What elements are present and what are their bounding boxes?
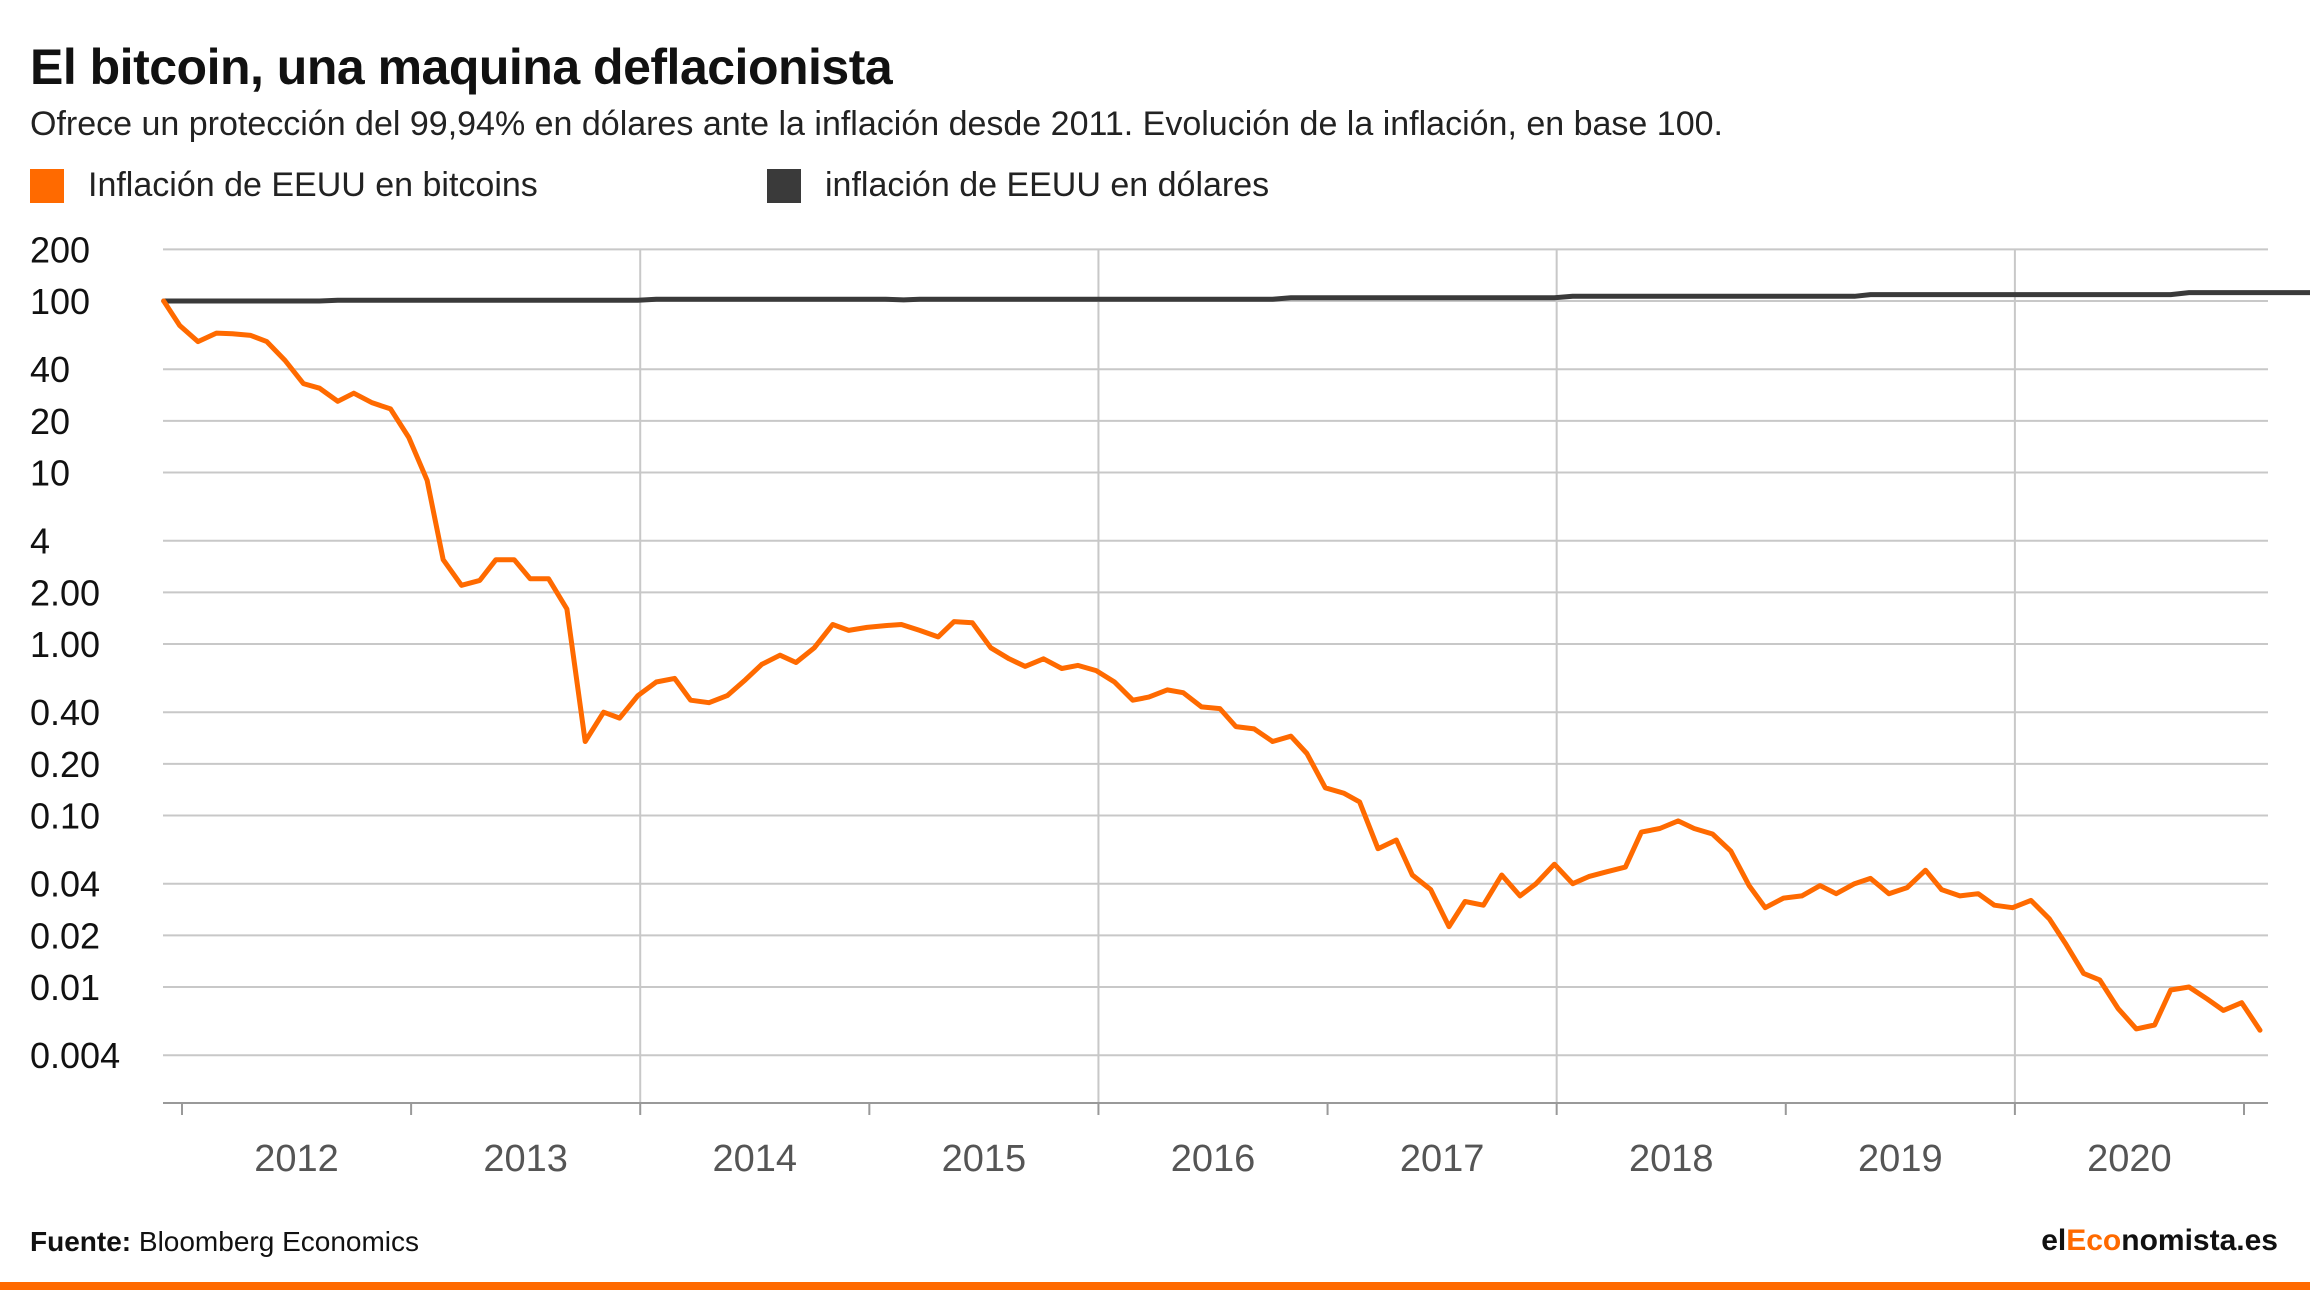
chart-subtitle: Ofrece un protección del 99,94% en dólar… <box>30 105 1723 143</box>
source-label: Fuente: <box>30 1226 132 1257</box>
x-tick-label: 2020 <box>2087 1138 2172 1180</box>
y-tick-label: 1.00 <box>30 624 100 665</box>
legend-swatch-bitcoins <box>30 168 64 203</box>
source-note: Fuente: Bloomberg Economics <box>30 1226 419 1258</box>
x-axis-ticks <box>181 1103 2245 1115</box>
y-tick-label: 4 <box>30 521 50 562</box>
series-line-dolares <box>161 290 2310 304</box>
y-tick-label: 0.004 <box>30 1035 120 1076</box>
legend-item-bitcoins: Inflación de EEUU en bitcoins <box>30 166 538 205</box>
y-tick-label: 0.40 <box>30 692 100 733</box>
chart-title: El bitcoin, una maquina deflacionista <box>30 39 893 95</box>
bottom-accent-bar <box>0 1282 2310 1290</box>
publisher-logo[interactable]: elEconomista.es <box>2041 1224 2278 1258</box>
x-tick-label: 2015 <box>942 1138 1027 1180</box>
y-tick-label: 0.10 <box>30 796 100 837</box>
x-tick-label: 2017 <box>1400 1138 1485 1180</box>
source-value: Bloomberg Economics <box>138 1226 420 1257</box>
y-tick-label: 40 <box>30 349 70 390</box>
legend-label-dolares: inflación de EEUU en dólares <box>825 166 1270 204</box>
x-tick-label: 2014 <box>713 1138 798 1180</box>
y-tick-label: 10 <box>30 453 70 494</box>
legend: Inflación de EEUU en bitcoins inflación … <box>30 166 1430 210</box>
vertical-gridlines <box>639 250 2016 1103</box>
y-tick-label: 0.02 <box>30 915 100 956</box>
y-tick-label: 0.04 <box>30 864 100 905</box>
y-tick-label: 2.00 <box>30 572 100 613</box>
y-tick-label: 0.01 <box>30 967 100 1008</box>
series-lines <box>161 290 2310 1033</box>
legend-item-dolares: inflación de EEUU en dólares <box>767 166 1269 205</box>
legend-label-bitcoins: Inflación de EEUU en bitcoins <box>88 166 538 204</box>
logo-suffix: nomista.es <box>2121 1224 2278 1257</box>
series-line-bitcoins <box>161 298 2263 1033</box>
x-tick-label: 2016 <box>1171 1138 1256 1180</box>
legend-swatch-dolares <box>767 168 801 203</box>
x-tick-label: 2018 <box>1629 1138 1714 1180</box>
logo-accent: Eco <box>2066 1224 2122 1257</box>
line-chart: 200 100 40 20 10 4 2.00 1.00 0.40 0.20 0.10 0.04 0.0… <box>30 229 2310 1180</box>
horizontal-gridlines <box>163 248 2268 1057</box>
x-tick-label: 2012 <box>254 1138 339 1180</box>
y-tick-label: 20 <box>30 401 70 442</box>
logo-prefix: el <box>2041 1224 2067 1257</box>
y-tick-label: 0.20 <box>30 744 100 785</box>
x-tick-label: 2019 <box>1858 1138 1943 1180</box>
x-axis-labels: 2012201320142015201620172018201920202021 <box>254 1138 2172 1180</box>
y-tick-label: 100 <box>30 281 90 322</box>
y-axis-labels: 200 100 40 20 10 4 2.00 1.00 0.40 0.20 0.10 0.04 0.0… <box>30 229 120 1076</box>
y-tick-label: 200 <box>30 229 90 270</box>
x-tick-label: 2013 <box>483 1138 568 1180</box>
